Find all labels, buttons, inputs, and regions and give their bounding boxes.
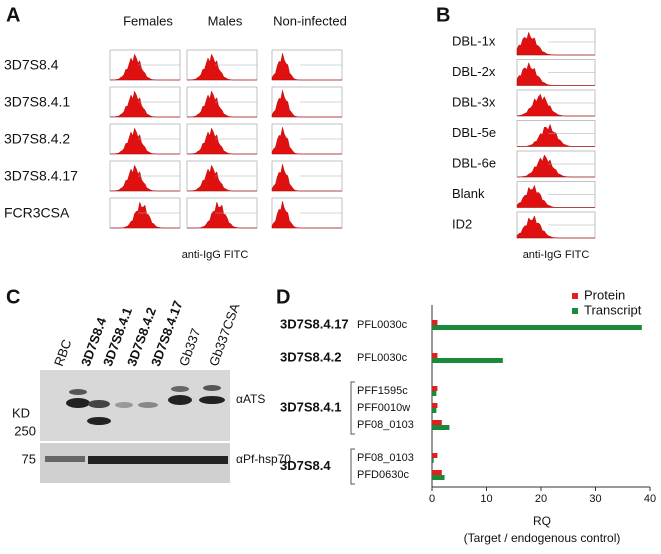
bar bbox=[432, 325, 642, 330]
bracket bbox=[350, 448, 355, 485]
axis-label: anti-IgG FITC bbox=[182, 249, 249, 261]
histogram bbox=[516, 184, 595, 208]
axis-label: anti-IgG FITC bbox=[523, 249, 590, 261]
antibody-label: αPf-hsp70 bbox=[236, 452, 291, 466]
panel-label: D bbox=[276, 286, 290, 308]
x-tick-label: 30 bbox=[589, 493, 601, 505]
histogram bbox=[271, 127, 342, 155]
histogram bbox=[110, 201, 180, 229]
marker-label: 75 bbox=[22, 451, 36, 466]
histogram bbox=[186, 53, 257, 81]
legend-label: Protein bbox=[584, 287, 625, 302]
bar bbox=[432, 358, 503, 363]
bar bbox=[432, 386, 438, 391]
histogram bbox=[186, 90, 257, 118]
bar bbox=[432, 403, 438, 408]
column-header: Females bbox=[123, 13, 173, 28]
group-label: 3D7S8.4 bbox=[280, 458, 331, 473]
row-label: DBL-5e bbox=[452, 125, 496, 140]
legend-swatch bbox=[572, 308, 578, 314]
bar bbox=[432, 391, 437, 396]
group-label: 3D7S8.4.1 bbox=[280, 399, 341, 414]
column-header: Non-infected bbox=[273, 13, 347, 28]
histogram bbox=[109, 53, 180, 81]
histogram bbox=[271, 90, 342, 118]
gene-label: PF08_0103 bbox=[357, 452, 414, 464]
row-label: DBL-3x bbox=[452, 94, 496, 109]
row-label: FCR3CSA bbox=[4, 205, 70, 221]
bar bbox=[432, 453, 438, 458]
lane-label: Gb337CSA bbox=[206, 301, 243, 368]
gene-label: PF08_0103 bbox=[357, 419, 414, 431]
x-tick-label: 20 bbox=[535, 493, 547, 505]
histogram bbox=[516, 93, 595, 117]
panel-label: B bbox=[436, 4, 450, 26]
bracket bbox=[350, 381, 355, 435]
histogram bbox=[109, 127, 180, 155]
group-label: 3D7S8.4.17 bbox=[280, 316, 349, 331]
bar bbox=[432, 408, 437, 413]
gene-label: PFL0030c bbox=[357, 352, 408, 364]
histogram bbox=[517, 123, 595, 147]
row-label: 3D7S8.4.2 bbox=[4, 131, 70, 147]
x-tick-label: 40 bbox=[644, 493, 656, 505]
row-label: DBL-1x bbox=[452, 33, 496, 48]
bar bbox=[432, 353, 438, 358]
histogram bbox=[516, 62, 595, 86]
histogram bbox=[516, 215, 595, 239]
histogram bbox=[516, 31, 595, 56]
legend-swatch bbox=[572, 293, 578, 299]
histogram bbox=[186, 127, 257, 155]
group-label: 3D7S8.4.2 bbox=[280, 349, 341, 364]
histogram bbox=[109, 90, 180, 118]
lane-label: Gb337 bbox=[176, 326, 203, 368]
column-header: Males bbox=[208, 13, 243, 28]
bar bbox=[432, 475, 445, 480]
x-tick-label: 10 bbox=[480, 493, 492, 505]
x-tick-label: 0 bbox=[429, 493, 435, 505]
panel-label: C bbox=[6, 286, 20, 308]
antibody-label: αATS bbox=[236, 392, 265, 406]
histogram bbox=[186, 164, 257, 192]
gene-label: PFL0030c bbox=[357, 319, 408, 331]
bar bbox=[432, 458, 434, 463]
row-label: DBL-2x bbox=[452, 64, 496, 79]
bar bbox=[432, 420, 442, 425]
axis-label: (Target / endogenous control) bbox=[464, 531, 621, 545]
histogram bbox=[516, 154, 595, 178]
bar bbox=[432, 470, 442, 475]
row-label: Blank bbox=[452, 186, 485, 201]
unit-label: KD bbox=[12, 405, 30, 420]
axis-label: RQ bbox=[533, 514, 551, 528]
row-label: 3D7S8.4 bbox=[4, 57, 59, 73]
bands bbox=[45, 385, 228, 464]
gene-label: PFF0010w bbox=[357, 402, 410, 414]
histogram bbox=[109, 164, 180, 192]
bar bbox=[432, 320, 438, 325]
histogram bbox=[271, 164, 342, 192]
gene-label: PFD0630c bbox=[357, 469, 409, 481]
histogram bbox=[271, 53, 342, 81]
row-label: 3D7S8.4.1 bbox=[4, 94, 70, 110]
row-label: DBL-6e bbox=[452, 155, 496, 170]
histogram bbox=[187, 201, 257, 229]
gene-label: PFF1595c bbox=[357, 385, 408, 397]
marker-label: 250 bbox=[14, 423, 36, 438]
legend-label: Transcript bbox=[584, 302, 642, 317]
row-label: ID2 bbox=[452, 216, 472, 231]
panel-label: A bbox=[6, 4, 20, 26]
histogram bbox=[271, 201, 342, 229]
lane-label: RBC bbox=[51, 337, 74, 368]
row-label: 3D7S8.4.17 bbox=[4, 168, 78, 184]
bar bbox=[432, 425, 450, 430]
